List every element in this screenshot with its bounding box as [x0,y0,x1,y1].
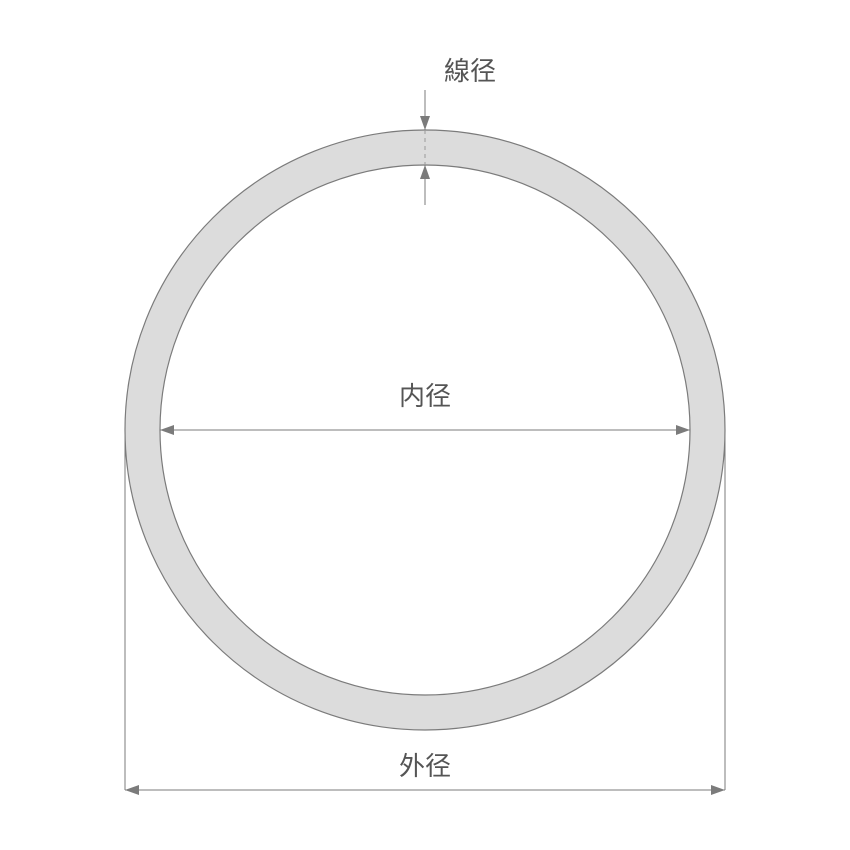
outer-diameter-label: 外径 [399,751,451,781]
inner-diameter-label: 内径 [399,381,451,411]
wire-diameter-label: 線径 [444,56,496,86]
